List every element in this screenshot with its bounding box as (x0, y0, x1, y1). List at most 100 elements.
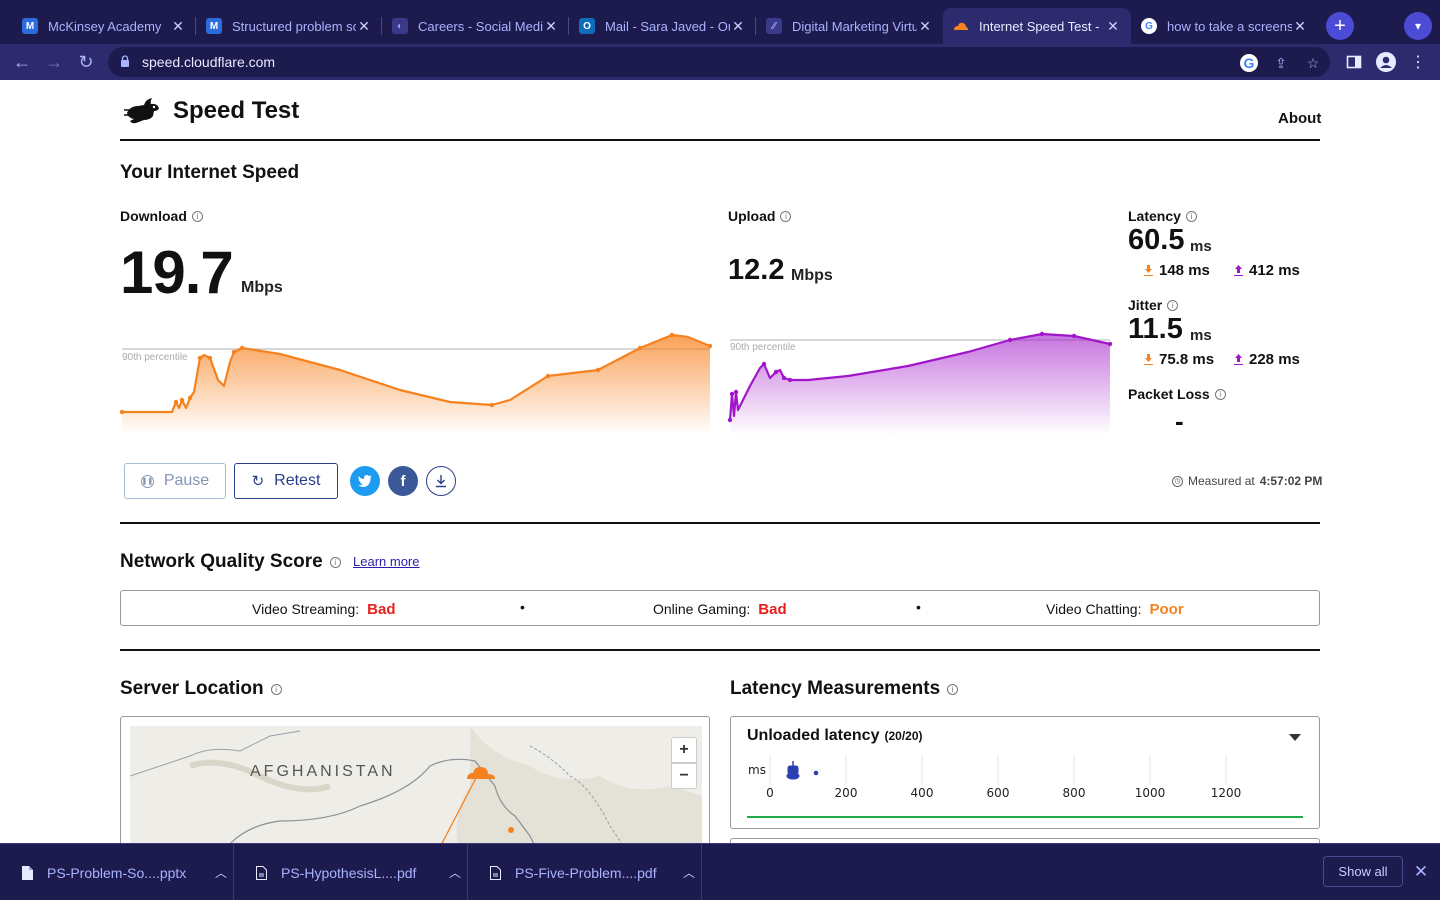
close-icon[interactable]: ✕ (358, 17, 370, 34)
info-icon[interactable]: i (329, 556, 341, 568)
info-icon[interactable]: i (780, 210, 792, 222)
close-icon[interactable]: ✕ (1107, 17, 1119, 34)
tab-careers[interactable]: ◐ Careers - Social Media ✕ (382, 8, 569, 44)
chevron-down-icon[interactable] (1289, 734, 1301, 741)
profile-avatar-icon[interactable] (1376, 52, 1396, 72)
upload-value: 12.2 (728, 254, 785, 286)
close-icon[interactable]: ✕ (919, 17, 931, 34)
download-item[interactable]: PS-Problem-So....pptx ︿ (0, 844, 234, 900)
panel-title: Unloaded latency (747, 727, 880, 744)
measured-prefix: Measured at (1188, 474, 1255, 488)
close-icon[interactable]: ✕ (1294, 17, 1306, 34)
nqs-heading: Network Quality Score i (120, 551, 341, 573)
download-unit: Mbps (241, 279, 283, 296)
tab-speed-test[interactable]: Internet Speed Test - ✕ (943, 8, 1131, 44)
retest-label: Retest (274, 472, 321, 489)
tab-digital-marketing[interactable]: ⁄⁄ Digital Marketing Virtual ✕ (756, 8, 943, 44)
new-tab-button[interactable]: + (1326, 12, 1354, 40)
learn-more-link[interactable]: Learn more (353, 554, 420, 569)
nqs-panel: Video Streaming: Bad • Online Gaming: Ba… (120, 590, 1320, 626)
separator-dot: • (916, 599, 921, 615)
connection-line (441, 777, 477, 843)
server-map[interactable]: AFGHANISTAN + − (130, 726, 702, 843)
latency-upload-value: 412 ms (1249, 262, 1300, 279)
show-all-downloads-button[interactable]: Show all (1323, 856, 1403, 887)
bookmark-star-icon[interactable]: ☆ (1306, 54, 1320, 71)
zoom-out-button[interactable]: − (671, 763, 697, 789)
latency-value: 60.5 (1128, 224, 1185, 256)
share-icon[interactable]: ⇪ (1275, 54, 1287, 71)
pause-icon: ❚❚ (140, 474, 154, 488)
panel-count: (20/20) (884, 729, 923, 743)
jitter-download: 75.8 ms (1144, 351, 1214, 368)
close-icon[interactable]: ✕ (172, 17, 184, 34)
info-icon[interactable]: i (1167, 299, 1179, 311)
address-bar[interactable]: speed.cloudflare.com G ⇪ ☆ (108, 47, 1330, 77)
facebook-share-icon[interactable]: f (388, 466, 418, 496)
close-icon[interactable]: ✕ (1413, 862, 1429, 881)
browser-toolbar: ← → ↻ speed.cloudflare.com G ⇪ ☆ ⋮ (0, 44, 1440, 80)
tab-mckinsey-academy[interactable]: M McKinsey Academy ✕ (12, 8, 196, 44)
jitter-unit: ms (1190, 327, 1212, 344)
menu-kebab-icon[interactable]: ⋮ (1410, 54, 1426, 71)
info-icon[interactable]: i (270, 683, 282, 695)
axis-tick: 600 (987, 786, 1010, 800)
info-icon[interactable]: i (1214, 388, 1226, 400)
mckinsey-icon: M (206, 18, 222, 34)
tab-structured-problem[interactable]: M Structured problem solving ✕ (196, 8, 382, 44)
forward-icon[interactable]: → (45, 51, 63, 72)
chevron-up-icon[interactable]: ︿ (214, 866, 227, 880)
server-location-title: Server Location (120, 678, 264, 699)
download-results-icon[interactable] (426, 466, 456, 496)
cloudflare-server-marker[interactable] (465, 764, 497, 780)
browser-tab-strip: M McKinsey Academy ✕ M Structured proble… (0, 0, 1440, 44)
user-location-marker[interactable] (508, 827, 514, 833)
close-icon[interactable]: ✕ (545, 17, 557, 34)
axis-tick: 400 (911, 786, 934, 800)
clock-icon: ◷ (1172, 475, 1183, 487)
chevron-up-icon[interactable]: ︿ (682, 866, 695, 880)
about-link[interactable]: About (1278, 110, 1322, 127)
map-terrain: AFGHANISTAN (130, 726, 702, 843)
latency-download-value: 148 ms (1159, 262, 1210, 279)
download-item[interactable]: PS-Five-Problem....pdf ︿ (468, 844, 702, 900)
tab-outlook-mail[interactable]: O Mail - Sara Javed - Outlook ✕ (569, 8, 756, 44)
upload-arrow-icon (1234, 265, 1243, 276)
unloaded-latency-header[interactable]: Unloaded latency (20/20) (747, 727, 923, 745)
downloads-bar: PS-Problem-So....pptx ︿ PS-HypothesisL..… (0, 843, 1440, 900)
tab-search-button[interactable]: ▾ (1404, 12, 1432, 40)
info-icon[interactable]: i (1185, 210, 1197, 222)
pause-button[interactable]: ❚❚ Pause (124, 463, 226, 499)
download-value: 19.7 (120, 239, 234, 306)
twitter-share-icon[interactable] (350, 466, 380, 496)
download-item[interactable]: PS-HypothesisL....pdf ︿ (234, 844, 468, 900)
jitter-upload: 228 ms (1234, 351, 1300, 368)
jitter-upload-value: 228 ms (1249, 351, 1300, 368)
packet-loss-label-text: Packet Loss (1128, 386, 1210, 402)
tab-title: how to take a screenshot (1167, 18, 1292, 34)
reload-icon[interactable]: ↻ (78, 51, 94, 72)
separator-dot: • (520, 599, 525, 615)
tab-google-search[interactable]: G how to take a screenshot ✕ (1131, 8, 1318, 44)
next-latency-panel[interactable] (730, 838, 1320, 843)
google-lens-icon[interactable]: G (1240, 54, 1258, 72)
jitter-download-value: 75.8 ms (1159, 351, 1215, 368)
download-label: Download i (120, 208, 203, 224)
file-icon (22, 865, 33, 880)
info-icon[interactable]: i (947, 683, 959, 695)
tab-title: Careers - Social Media (418, 18, 543, 34)
lock-icon (121, 55, 129, 67)
upload-chart: 90th percentile (728, 331, 1112, 435)
side-panel-icon[interactable] (1344, 52, 1364, 72)
download-arrow-icon (1144, 265, 1153, 276)
axis-tick: 800 (1063, 786, 1086, 800)
nqs-value: Bad (367, 601, 396, 618)
jitter-label: Jitter i (1128, 297, 1179, 313)
retest-button[interactable]: ↻ Retest (234, 463, 338, 499)
brand-title: Speed Test (173, 97, 300, 124)
info-icon[interactable]: i (191, 210, 203, 222)
zoom-in-button[interactable]: + (671, 737, 697, 763)
close-icon[interactable]: ✕ (732, 17, 744, 34)
back-icon[interactable]: ← (13, 51, 31, 72)
chevron-up-icon[interactable]: ︿ (448, 866, 461, 880)
